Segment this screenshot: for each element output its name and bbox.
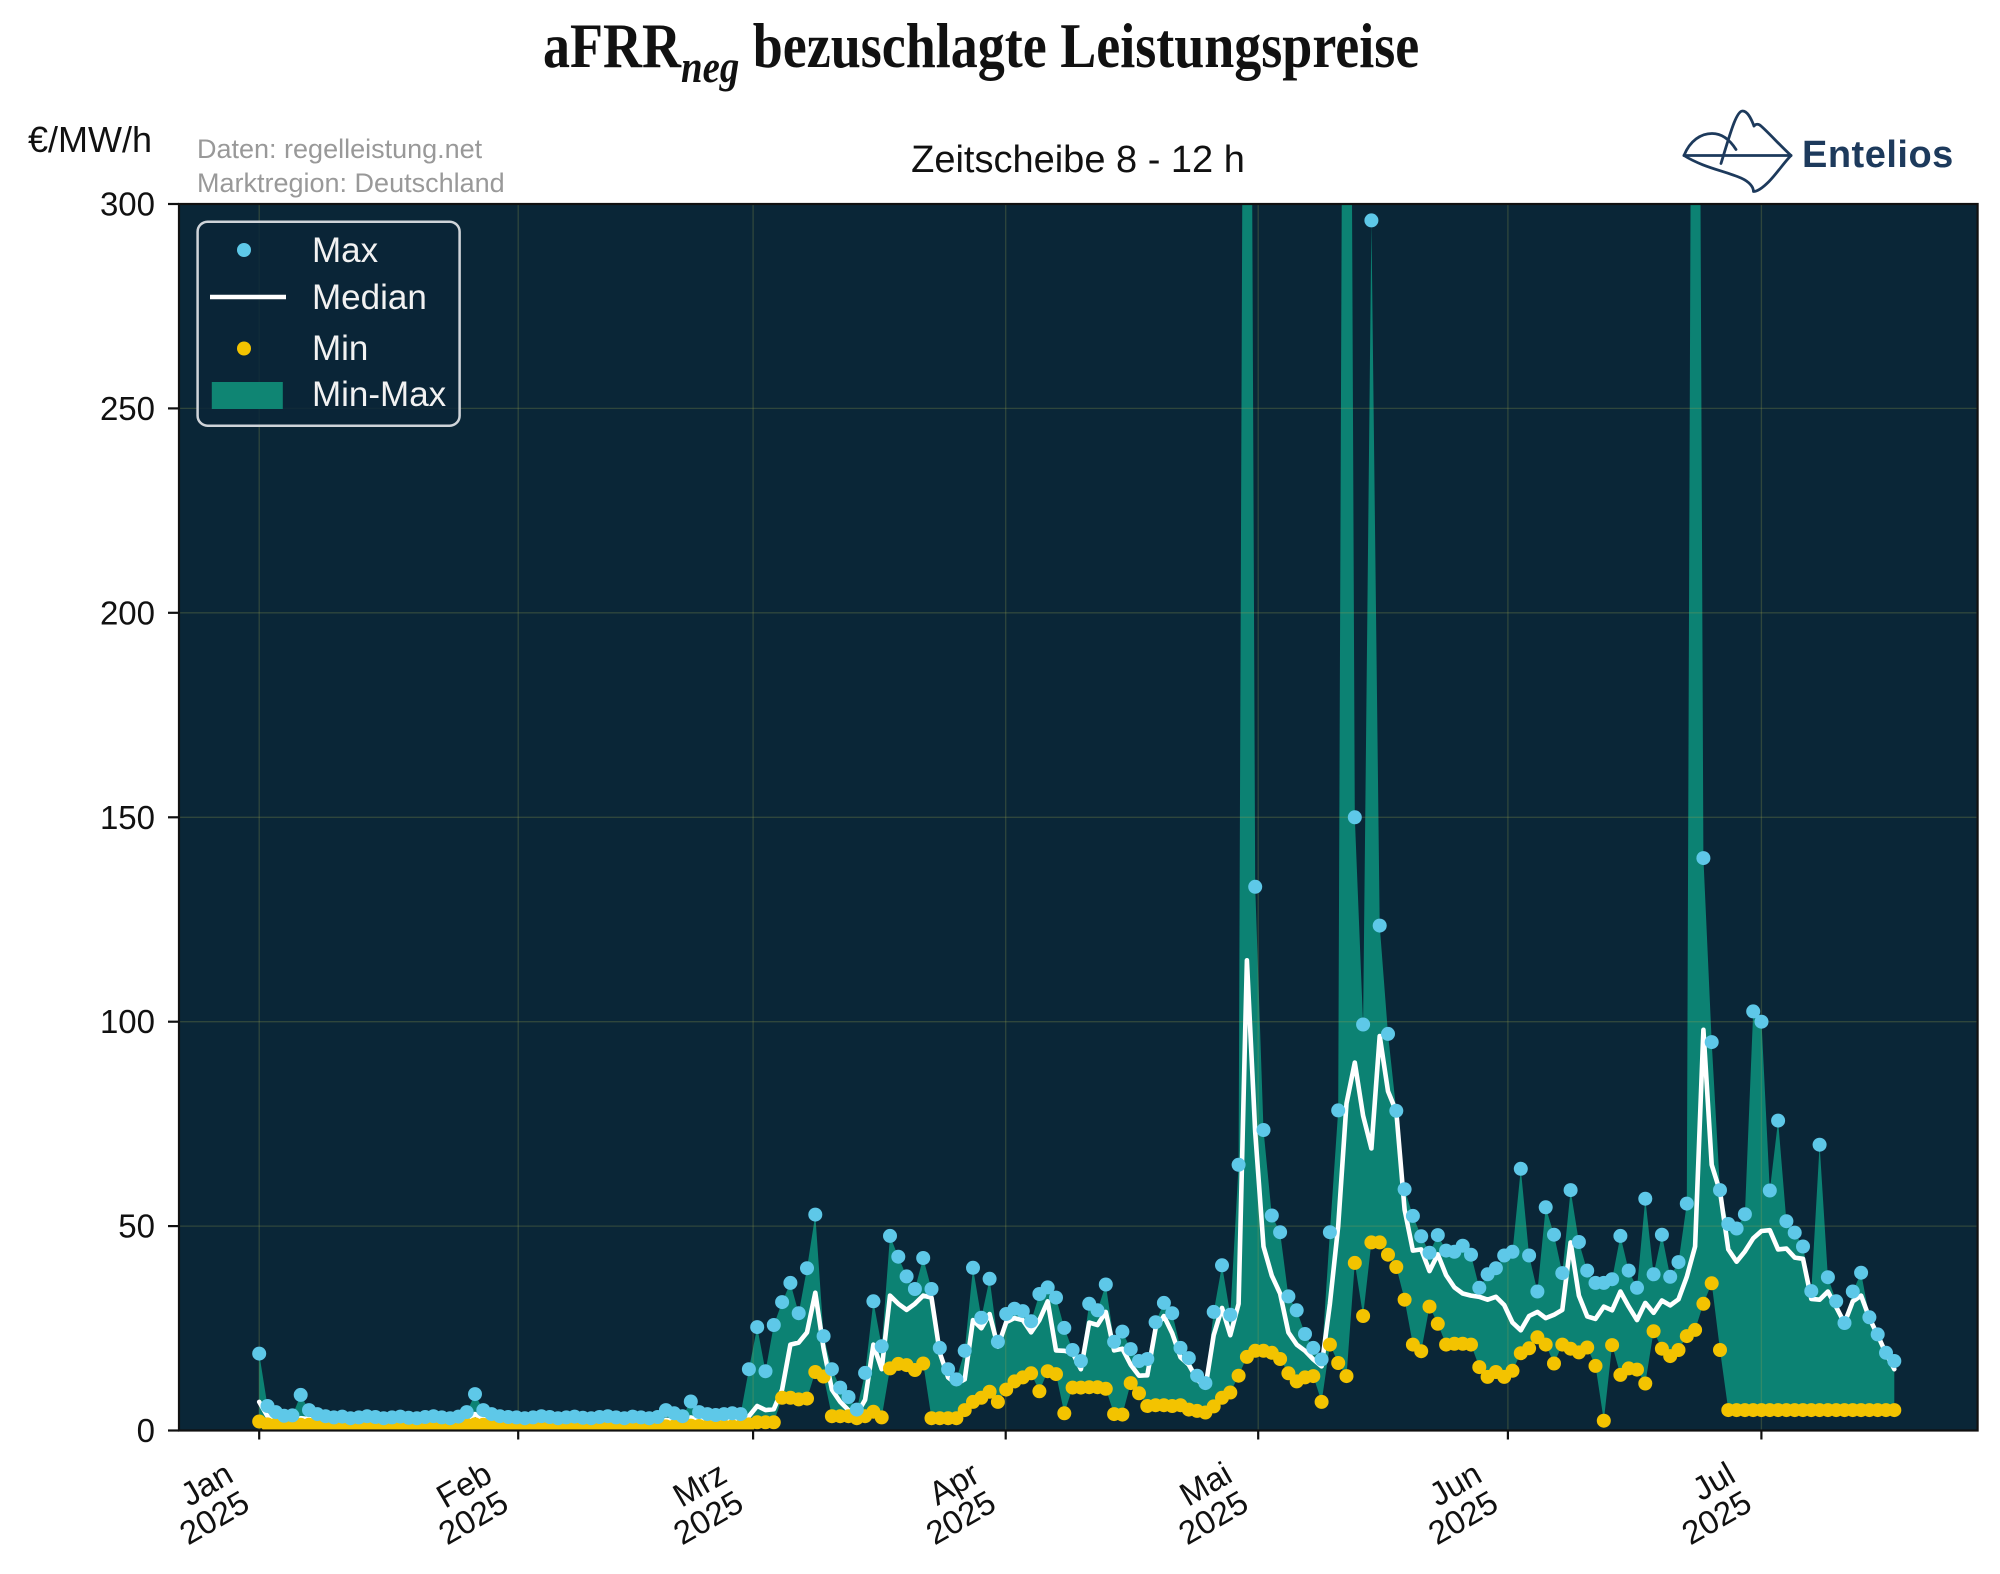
svg-text:0: 0 [137, 1412, 155, 1449]
svg-text:200: 200 [100, 594, 155, 631]
svg-text:Min-Max: Min-Max [312, 375, 447, 414]
svg-text:Entelios: Entelios [1802, 134, 1954, 176]
svg-text:300: 300 [100, 186, 155, 223]
svg-text:Zeitscheibe 8 - 12 h: Zeitscheibe 8 - 12 h [911, 139, 1245, 181]
svg-text:€/MW/h: €/MW/h [28, 119, 152, 160]
svg-text:Min: Min [312, 329, 368, 368]
svg-text:Max: Max [312, 231, 379, 270]
svg-text:Daten: regelleistung.net: Daten: regelleistung.net [197, 134, 483, 164]
svg-text:aFRRneg bezuschlagte Leistungs: aFRRneg bezuschlagte Leistungspreise [543, 10, 1419, 93]
svg-text:50: 50 [118, 1208, 155, 1245]
svg-text:150: 150 [100, 799, 155, 836]
svg-text:Median: Median [312, 278, 427, 317]
svg-text:Marktregion: Deutschland: Marktregion: Deutschland [197, 168, 505, 198]
svg-text:100: 100 [100, 1003, 155, 1040]
svg-text:250: 250 [100, 390, 155, 427]
